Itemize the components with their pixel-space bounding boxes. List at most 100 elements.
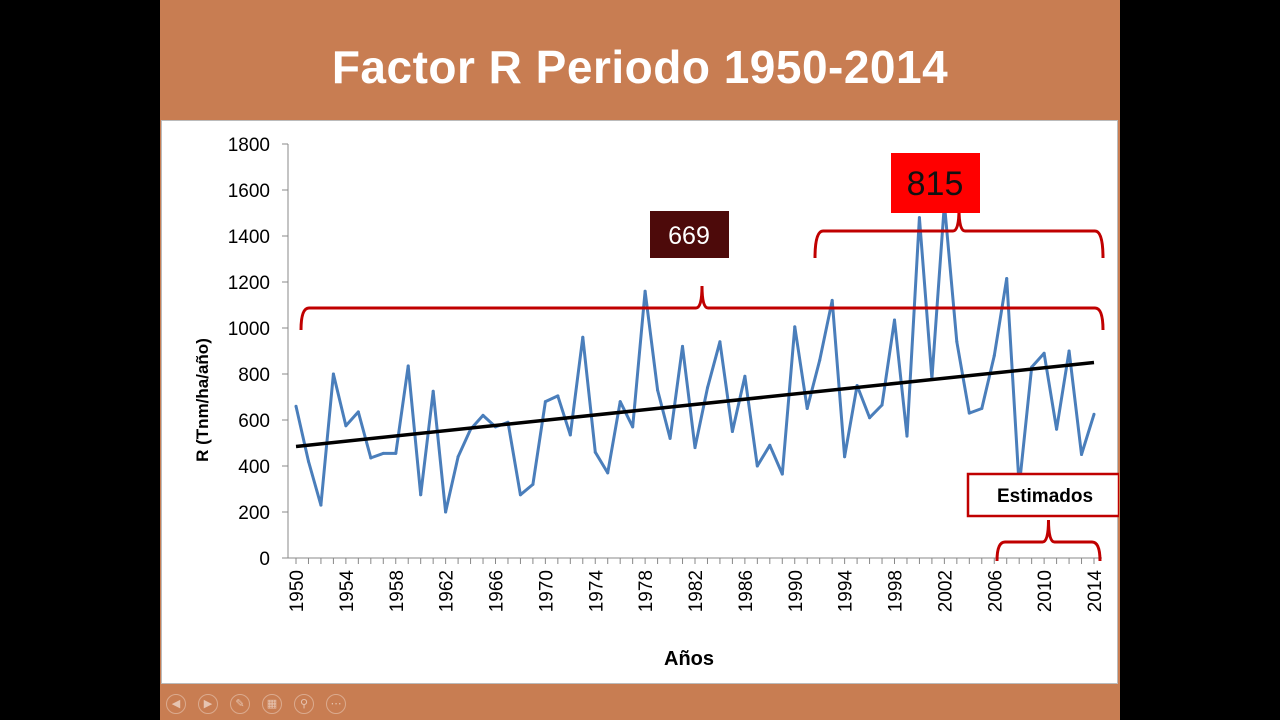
r-data-point: [419, 493, 423, 497]
r-data-point: [1042, 351, 1046, 355]
slide-title: Factor R Periodo 1950-2014: [331, 41, 949, 93]
r-data-point: [992, 354, 996, 358]
r-data-point: [344, 424, 348, 428]
x-tick-label: 1982: [686, 570, 707, 612]
prev-icon[interactable]: ◀: [166, 694, 186, 714]
y-tick-label: 1200: [228, 273, 270, 294]
r-data-point: [1092, 412, 1096, 416]
brace-669: [299, 285, 1105, 331]
label-estimados-box: [966, 472, 1119, 518]
x-axis-label: Años: [664, 648, 714, 670]
y-tick-label: 400: [238, 457, 270, 478]
r-data-point: [331, 372, 335, 376]
trend-line: [295, 360, 1095, 449]
r-data-point: [818, 358, 822, 362]
x-tick-label: 1998: [886, 570, 907, 612]
x-tick-label: 2014: [1085, 570, 1106, 613]
brace-815: [813, 208, 1105, 259]
x-tick-label: 1978: [636, 570, 657, 612]
brace-estimados: [995, 519, 1102, 562]
chart-series: [294, 202, 1096, 514]
r-data-point: [805, 407, 809, 410]
r-data-point: [568, 433, 572, 437]
x-tick-label: 1990: [786, 570, 807, 612]
y-tick-label: 1000: [228, 319, 270, 340]
r-data-point: [755, 464, 759, 468]
r-data-point: [843, 455, 847, 459]
more-icon[interactable]: ⋯: [326, 694, 346, 714]
r-factor-chart: 0 200 400 600 800 1000 1200 1400 1600 1800 1950 195…: [193, 135, 1119, 670]
label-669-text: 669: [668, 222, 710, 250]
x-tick-label: 1962: [437, 570, 458, 612]
x-tick-label: 2010: [1035, 570, 1056, 612]
r-data-point: [481, 413, 485, 417]
r-data-point: [606, 471, 610, 475]
x-tick-label: 2006: [985, 570, 1006, 612]
label-669-box: [650, 211, 729, 258]
r-data-point: [431, 389, 435, 393]
r-data-point: [880, 403, 884, 407]
x-tick-label: 1954: [337, 570, 358, 613]
slideshow-controls-bar: ◀ ▶ ✎ ▦ ⚲ ⋯: [160, 686, 1120, 720]
x-tick-label: 1958: [387, 570, 408, 612]
y-tick-label: 200: [238, 503, 270, 524]
r-data-point: [718, 340, 722, 344]
r-data-point: [319, 503, 323, 507]
r-data-point: [444, 510, 448, 514]
x-tick-label: 1986: [736, 570, 757, 612]
zoom-icon[interactable]: ⚲: [294, 694, 314, 714]
r-data-point: [294, 404, 298, 408]
x-tick-label: 1970: [536, 570, 557, 612]
chart-ticks: 0 200 400 600 800 1000 1200 1400 1600 1800 1950 195…: [228, 135, 1106, 612]
next-icon[interactable]: ▶: [198, 694, 218, 714]
r-data-point: [369, 456, 373, 460]
r-data-point: [693, 446, 697, 450]
r-data-point: [893, 318, 896, 322]
r-data-point: [768, 443, 772, 447]
y-tick-label: 1800: [228, 135, 270, 156]
r-data-point: [531, 482, 535, 486]
y-tick-label: 800: [238, 365, 270, 386]
r-data-point: [917, 216, 921, 220]
y-tick-label: 0: [259, 549, 270, 570]
label-815-text: 815: [907, 165, 964, 203]
r-data-point: [905, 434, 909, 438]
y-axis-label: R (Tnm/ha/año): [193, 338, 212, 462]
r-data-point: [743, 374, 747, 378]
r-data-point: [556, 394, 560, 398]
r-data-point: [581, 335, 585, 339]
r-data-point: [967, 411, 971, 415]
x-tick-label: 1994: [836, 570, 857, 613]
label-estimados-text: Estimados: [997, 486, 1093, 507]
r-data-point: [631, 425, 635, 429]
x-tick-label: 1950: [287, 570, 308, 612]
r-data-point: [593, 450, 597, 454]
r-data-point: [1055, 427, 1059, 431]
slides-icon[interactable]: ▦: [262, 694, 282, 714]
r-data-point: [1067, 349, 1071, 353]
r-data-point: [868, 416, 872, 420]
r-data-point: [955, 340, 959, 344]
r-data-point: [643, 289, 647, 293]
r-data-point: [1005, 277, 1009, 281]
x-tick-label: 1974: [586, 570, 607, 613]
r-data-point: [830, 298, 834, 302]
x-tick-label: 2002: [935, 570, 956, 612]
pen-icon[interactable]: ✎: [230, 694, 250, 714]
r-data-point: [656, 388, 660, 392]
r-data-point: [980, 407, 984, 410]
r-data-point: [394, 451, 398, 455]
r-data-point: [681, 344, 685, 348]
r-data-point: [518, 493, 522, 497]
r-data-point: [406, 364, 410, 368]
y-tick-label: 1600: [228, 181, 270, 202]
r-data-point: [356, 410, 360, 414]
y-tick-label: 1400: [228, 227, 270, 248]
r-data-point: [381, 451, 385, 455]
chart-panel: 0 200 400 600 800 1000 1200 1400 1600 1800 1950 195…: [161, 120, 1119, 684]
r-data-point: [793, 325, 797, 329]
r-data-point: [306, 459, 310, 463]
r-data-point: [705, 386, 709, 390]
r-data-point: [543, 400, 547, 404]
r-data-point: [780, 472, 784, 476]
